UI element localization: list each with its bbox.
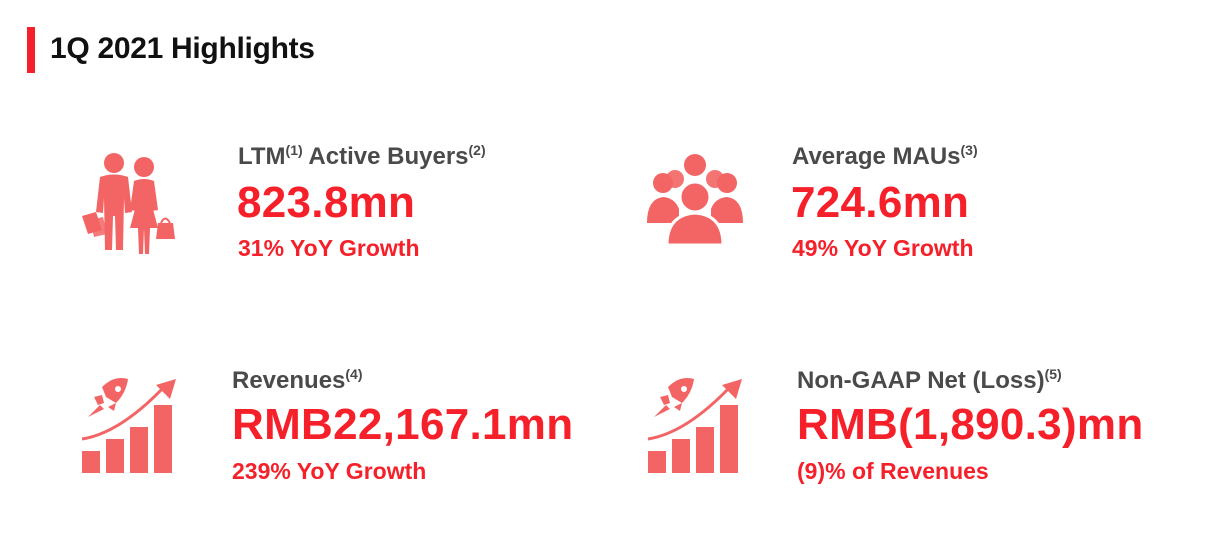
metric-label: Active Buyers (302, 143, 469, 170)
footnote-ref: (4) (345, 366, 363, 382)
metric-value: 724.6mn (791, 178, 970, 227)
metric-growth: 31% YoY Growth (238, 235, 420, 261)
rocket-growth-icon (647, 378, 742, 473)
users-group-icon (647, 154, 743, 245)
title-accent-bar (27, 27, 35, 73)
metric-label: Average MAUs (792, 143, 961, 170)
metric-growth: 239% YoY Growth (232, 458, 427, 484)
footnote-ref: (1) (285, 142, 303, 158)
footnote-ref: (5) (1044, 366, 1062, 382)
metric-value: RMB22,167.1mn (232, 400, 574, 449)
metric-label: Revenues (232, 367, 346, 394)
rocket-growth-icon (81, 378, 176, 473)
metric-percent-of-revenues: (9)% of Revenues (797, 458, 989, 484)
shoppers-icon (82, 153, 175, 254)
metric-label: Non-GAAP Net (Loss) (797, 367, 1045, 394)
metric-value: RMB(1,890.3)mn (797, 400, 1144, 449)
metric-growth: 49% YoY Growth (792, 235, 974, 261)
metric-value: 823.8mn (237, 178, 416, 227)
footnote-ref: (3) (960, 142, 978, 158)
footnote-ref: (2) (468, 142, 486, 158)
metric-label: LTM (238, 143, 286, 170)
page-title: 1Q 2021 Highlights (50, 32, 315, 65)
